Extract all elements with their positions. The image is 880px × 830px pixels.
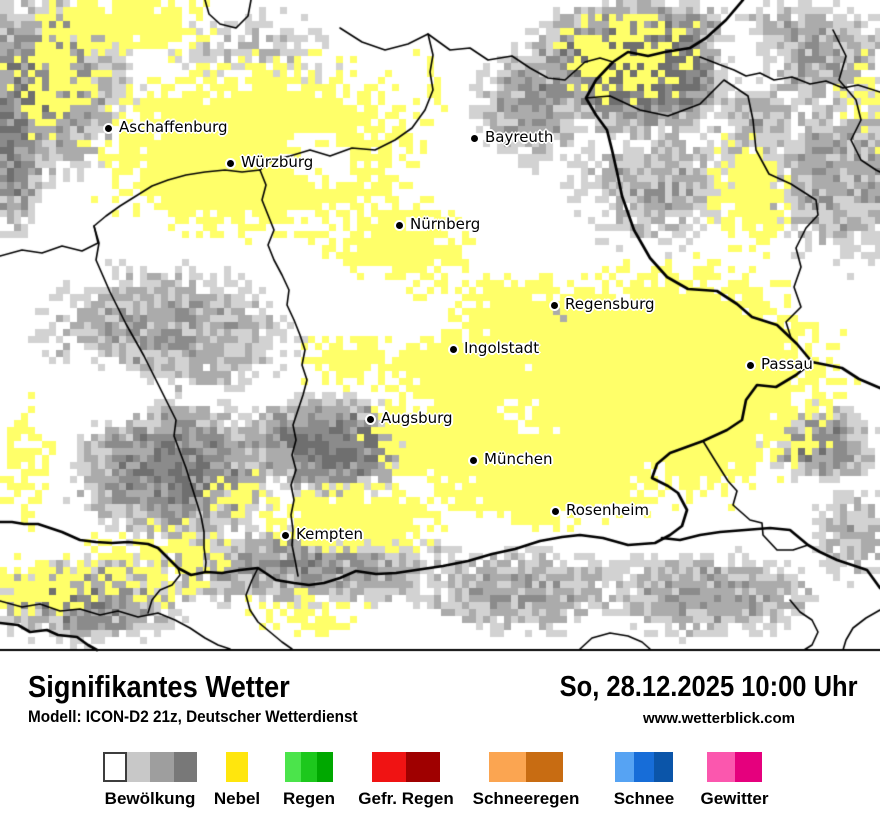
legend-swatch-row: [226, 752, 248, 782]
legend-swatch-row: [615, 752, 673, 782]
legend-swatch: [285, 752, 301, 782]
legend-swatch: [653, 752, 673, 782]
legend-swatch-row: [372, 752, 440, 782]
website-url: www.wetterblick.com: [643, 710, 795, 727]
legend-swatch: [301, 752, 317, 782]
legend-swatch-row: [285, 752, 333, 782]
legend-label: Bewölkung: [104, 789, 196, 808]
legend-swatch: [226, 752, 248, 782]
legend-label: Schnee: [613, 789, 675, 808]
legend-swatch: [489, 752, 526, 782]
legend-group: Schnee: [614, 752, 674, 808]
legend-group: Bewölkung: [103, 752, 197, 808]
legend-swatch: [634, 752, 654, 782]
legend-swatch: [173, 752, 197, 782]
legend-label: Gewitter: [700, 789, 769, 808]
legend-swatch: [317, 752, 333, 782]
page-title: Signifikantes Wetter: [28, 669, 290, 704]
legend: Bewölkung Nebel Regen Gefr. Regen Schneerege…: [0, 752, 880, 822]
legend-swatch-row: [707, 752, 762, 782]
legend-swatch: [734, 752, 762, 782]
legend-group: Gewitter: [700, 752, 769, 808]
legend-swatch: [103, 752, 127, 782]
legend-group: Regen: [283, 752, 335, 808]
legend-label: Schneeregen: [472, 789, 580, 808]
legend-swatch: [526, 752, 563, 782]
weather-map: Aschaffenburg Würzburg Bayreuth Nürnberg Reg…: [0, 0, 880, 652]
map-datetime: So, 28.12.2025 10:00 Uhr: [560, 671, 858, 703]
legend-group: Nebel: [214, 752, 260, 808]
legend-swatch: [372, 752, 406, 782]
legend-label: Nebel: [213, 789, 261, 808]
legend-swatch: [126, 752, 150, 782]
weather-map-canvas: [0, 0, 880, 652]
titlebar: Signifikantes Wetter Modell: ICON-D2 21z…: [0, 660, 880, 740]
legend-swatch: [406, 752, 440, 782]
legend-group: Schneeregen: [473, 752, 579, 808]
legend-swatch: [615, 752, 635, 782]
legend-label: Gefr. Regen: [358, 789, 454, 808]
legend-swatch: [707, 752, 735, 782]
legend-group: Gefr. Regen: [358, 752, 454, 808]
legend-swatch-row: [103, 752, 197, 782]
legend-swatch: [150, 752, 174, 782]
legend-swatch-row: [489, 752, 563, 782]
model-info: Modell: ICON-D2 21z, Deutscher Wetterdie…: [28, 707, 358, 726]
legend-label: Regen: [283, 789, 335, 808]
